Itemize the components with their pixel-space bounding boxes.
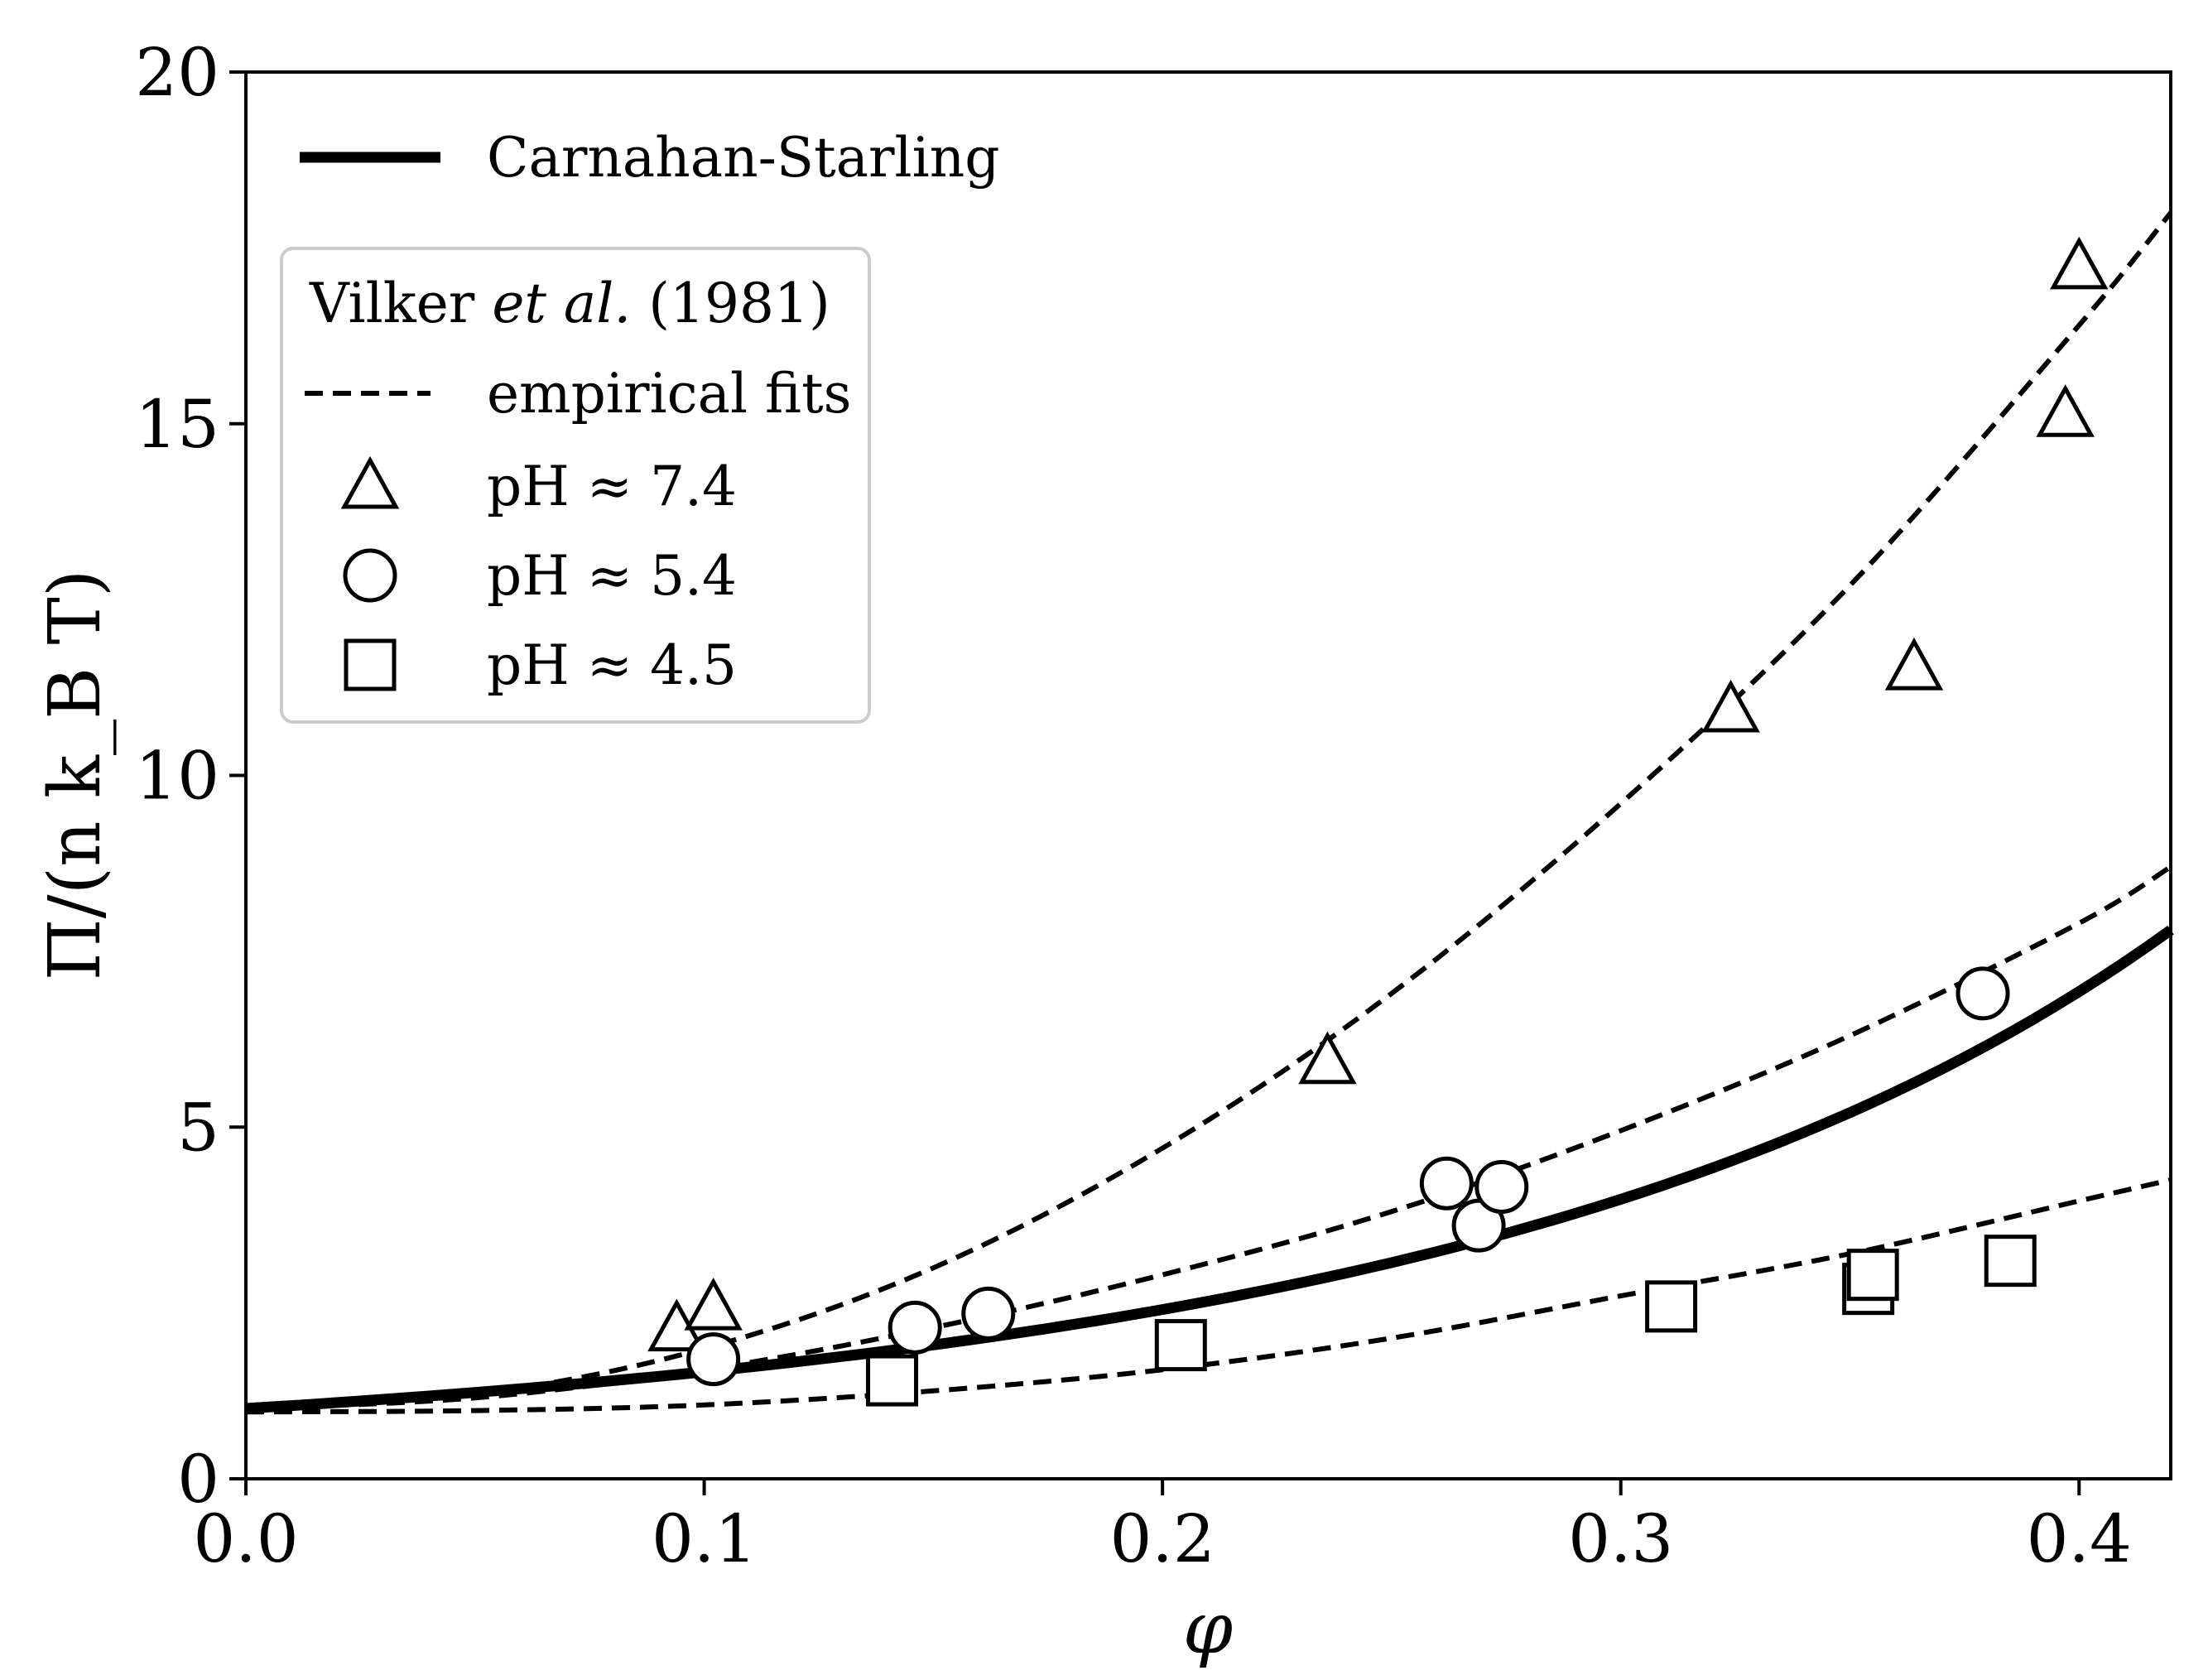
legend-triangle-marker	[340, 455, 400, 509]
x-tick-label: 0.2	[1110, 1500, 1215, 1577]
legend-carnahan-starling: Carnahan-Starling	[300, 126, 1000, 190]
legend-box-title: Vilker et al. (1981)	[309, 272, 830, 335]
legend-title-author: Vilker	[309, 272, 492, 335]
axis-ticks: 0.0 0.1 0.2 0.3 0.4 0 5 10 15 20	[135, 34, 2132, 1577]
legend-title-year: (1981)	[631, 272, 830, 335]
circle-marker	[1955, 966, 2010, 1021]
legend-box: Vilker et al. (1981) empirical fits pH ≈…	[280, 247, 871, 724]
triangle-marker	[684, 1277, 743, 1331]
legend-ph74-label: pH ≈ 7.4	[487, 455, 737, 518]
square-marker	[866, 1354, 919, 1407]
circle-marker	[1419, 1156, 1474, 1211]
circle-marker	[888, 1300, 942, 1355]
legend-title-italic: et al.	[492, 272, 631, 335]
triangle-marker	[1298, 1031, 1357, 1085]
legend-square-marker	[344, 638, 397, 691]
y-axis-label: Π/(n k_B T)	[34, 570, 117, 981]
empirical-fit-line	[245, 1177, 2172, 1415]
x-tick-label: 0.4	[2027, 1500, 2132, 1577]
circle-marker	[1474, 1159, 1529, 1214]
legend-empirical-fits-label: empirical fits	[487, 362, 851, 426]
legend-ph45-label: pH ≈ 4.5	[487, 633, 737, 697]
circle-marker	[686, 1332, 741, 1387]
data-marks	[245, 211, 2174, 1415]
legend-carnahan-starling-label: Carnahan-Starling	[487, 126, 1000, 190]
square-marker	[1645, 1280, 1698, 1333]
x-tick-label: 0.1	[652, 1500, 757, 1577]
y-tick-label: 15	[135, 386, 219, 463]
y-tick-label: 20	[135, 34, 219, 111]
empirical-fit-line	[245, 211, 2173, 1411]
carnahan-starling-line	[245, 925, 2174, 1414]
circle-marker	[961, 1286, 1016, 1341]
y-tick-label: 10	[135, 738, 219, 815]
y-tick-label: 5	[177, 1089, 219, 1166]
legend-box-frame	[280, 247, 871, 724]
legend-circle-marker	[343, 548, 397, 603]
triangle-marker	[2050, 236, 2109, 290]
y-tick-label: 0	[177, 1441, 219, 1518]
square-marker	[1154, 1319, 1207, 1372]
triangle-marker	[1884, 637, 1944, 691]
triangle-marker	[2036, 384, 2095, 437]
x-tick-label: 0.0	[193, 1500, 298, 1577]
legend-ph54-label: pH ≈ 5.4	[487, 544, 737, 608]
plot-frame	[244, 70, 2172, 1480]
x-tick-label: 0.3	[1568, 1500, 1673, 1577]
square-marker	[1984, 1235, 2037, 1288]
x-axis-label: φ	[1183, 1587, 1233, 1670]
square-marker	[1846, 1249, 1899, 1302]
triangle-marker	[1701, 679, 1760, 733]
